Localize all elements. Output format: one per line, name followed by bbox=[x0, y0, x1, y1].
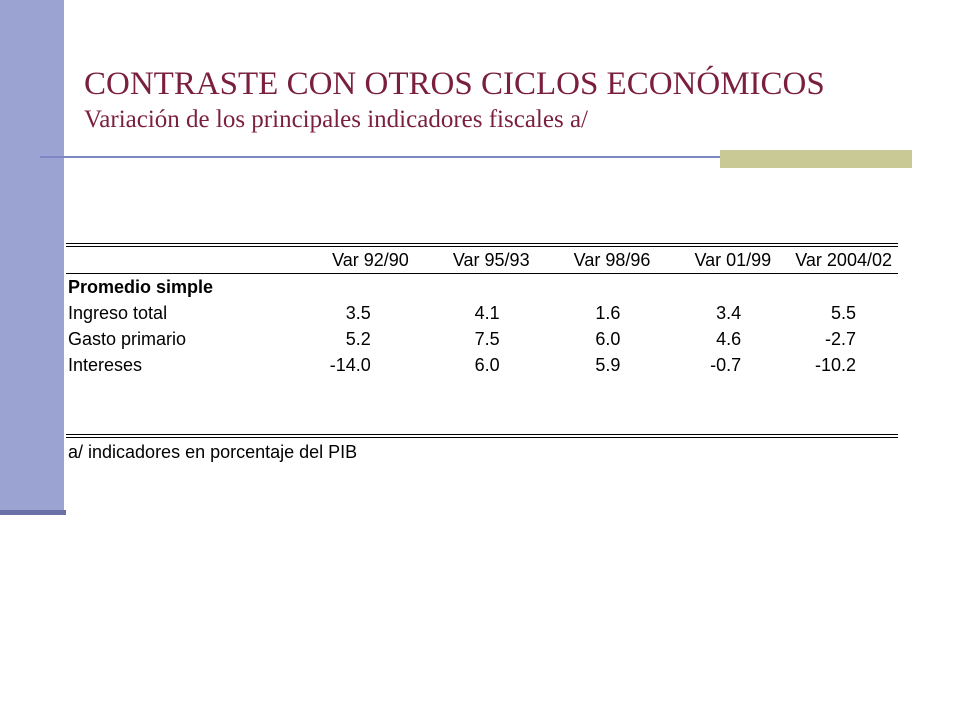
title-accent-block bbox=[720, 150, 912, 168]
title-block: CONTRASTE CON OTROS CICLOS ECONÓMICOS Va… bbox=[84, 64, 944, 136]
table-cell: 4.6 bbox=[716, 328, 742, 349]
table-cell: 5.5 bbox=[830, 302, 856, 323]
slide-subtitle: Variación de los principales indicadores… bbox=[84, 106, 588, 133]
left-decor-bar bbox=[0, 0, 64, 510]
fiscal-indicators-table: Var 92/90 Var 95/93 Var 98/96 Var 01/99 … bbox=[66, 243, 898, 463]
table-cell: 7.5 bbox=[474, 328, 500, 349]
section-label: Promedio simple bbox=[68, 276, 214, 297]
header-empty-cell bbox=[66, 247, 294, 274]
table-cell: 5.2 bbox=[345, 328, 371, 349]
table-bottom-rule bbox=[66, 434, 898, 438]
column-header: Var 98/96 bbox=[535, 247, 657, 274]
table-cell: 4.1 bbox=[474, 302, 500, 323]
table-cell: -14.0 bbox=[329, 354, 371, 375]
table-cell: 6.0 bbox=[474, 354, 500, 375]
table-cell: -0.7 bbox=[710, 354, 742, 375]
table-row: Intereses -14.0 6.0 5.9 -0.7 -10.2 bbox=[66, 352, 898, 378]
table-cell: 3.4 bbox=[716, 302, 742, 323]
column-header: Var 2004/02 bbox=[777, 247, 898, 274]
slide-title: CONTRASTE CON OTROS CICLOS ECONÓMICOS bbox=[84, 66, 825, 102]
row-label: Intereses bbox=[68, 354, 143, 375]
left-decor-bar-shadow bbox=[0, 510, 66, 515]
table-footnote: a/ indicadores en porcentaje del PIB bbox=[68, 442, 358, 462]
column-header: Var 92/90 bbox=[294, 247, 415, 274]
table-row: Ingreso total 3.5 4.1 1.6 3.4 5.5 bbox=[66, 300, 898, 326]
table-cell: -2.7 bbox=[824, 328, 856, 349]
row-label: Ingreso total bbox=[68, 302, 168, 323]
table-row: Gasto primario 5.2 7.5 6.0 4.6 -2.7 bbox=[66, 326, 898, 352]
table-header-row: Var 92/90 Var 95/93 Var 98/96 Var 01/99 … bbox=[66, 247, 898, 274]
table-spacer-row bbox=[66, 378, 898, 434]
section-row: Promedio simple bbox=[66, 274, 898, 301]
table-top-rule bbox=[66, 243, 898, 247]
table-cell: 3.5 bbox=[345, 302, 371, 323]
row-label: Gasto primario bbox=[68, 328, 187, 349]
column-header: Var 95/93 bbox=[414, 247, 536, 274]
column-header: Var 01/99 bbox=[656, 247, 778, 274]
table-cell: -10.2 bbox=[814, 354, 856, 375]
table-cell: 5.9 bbox=[595, 354, 621, 375]
table-cell: 1.6 bbox=[595, 302, 621, 323]
data-table: Var 92/90 Var 95/93 Var 98/96 Var 01/99 … bbox=[66, 247, 898, 434]
table-cell: 6.0 bbox=[595, 328, 621, 349]
title-underline bbox=[40, 156, 912, 158]
